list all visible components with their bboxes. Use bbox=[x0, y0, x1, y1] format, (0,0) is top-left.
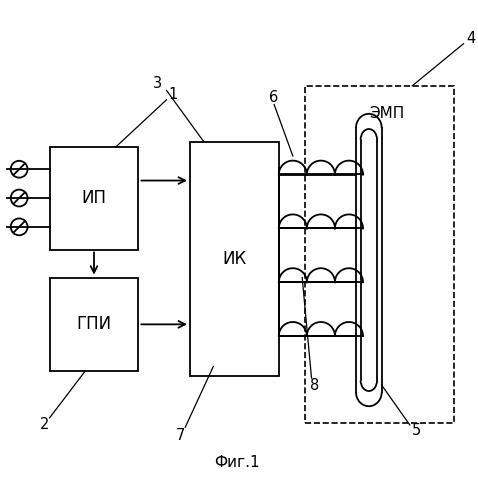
Bar bbox=[50, 147, 139, 250]
Bar bbox=[304, 86, 454, 423]
Text: 8: 8 bbox=[310, 378, 319, 393]
Text: 2: 2 bbox=[40, 418, 50, 433]
Bar bbox=[50, 277, 139, 371]
Text: ИП: ИП bbox=[82, 189, 107, 207]
Text: 3: 3 bbox=[152, 76, 162, 91]
Text: ЭМП: ЭМП bbox=[369, 106, 404, 121]
Text: 1: 1 bbox=[169, 87, 178, 102]
Bar bbox=[356, 140, 382, 381]
Text: 5: 5 bbox=[412, 423, 422, 438]
Bar bbox=[190, 142, 279, 376]
Text: 7: 7 bbox=[176, 428, 185, 443]
Text: 6: 6 bbox=[270, 90, 279, 105]
Text: Фиг.1: Фиг.1 bbox=[214, 455, 260, 470]
Text: ИК: ИК bbox=[222, 250, 247, 268]
Text: 4: 4 bbox=[466, 31, 475, 46]
Text: ГПИ: ГПИ bbox=[76, 315, 111, 333]
